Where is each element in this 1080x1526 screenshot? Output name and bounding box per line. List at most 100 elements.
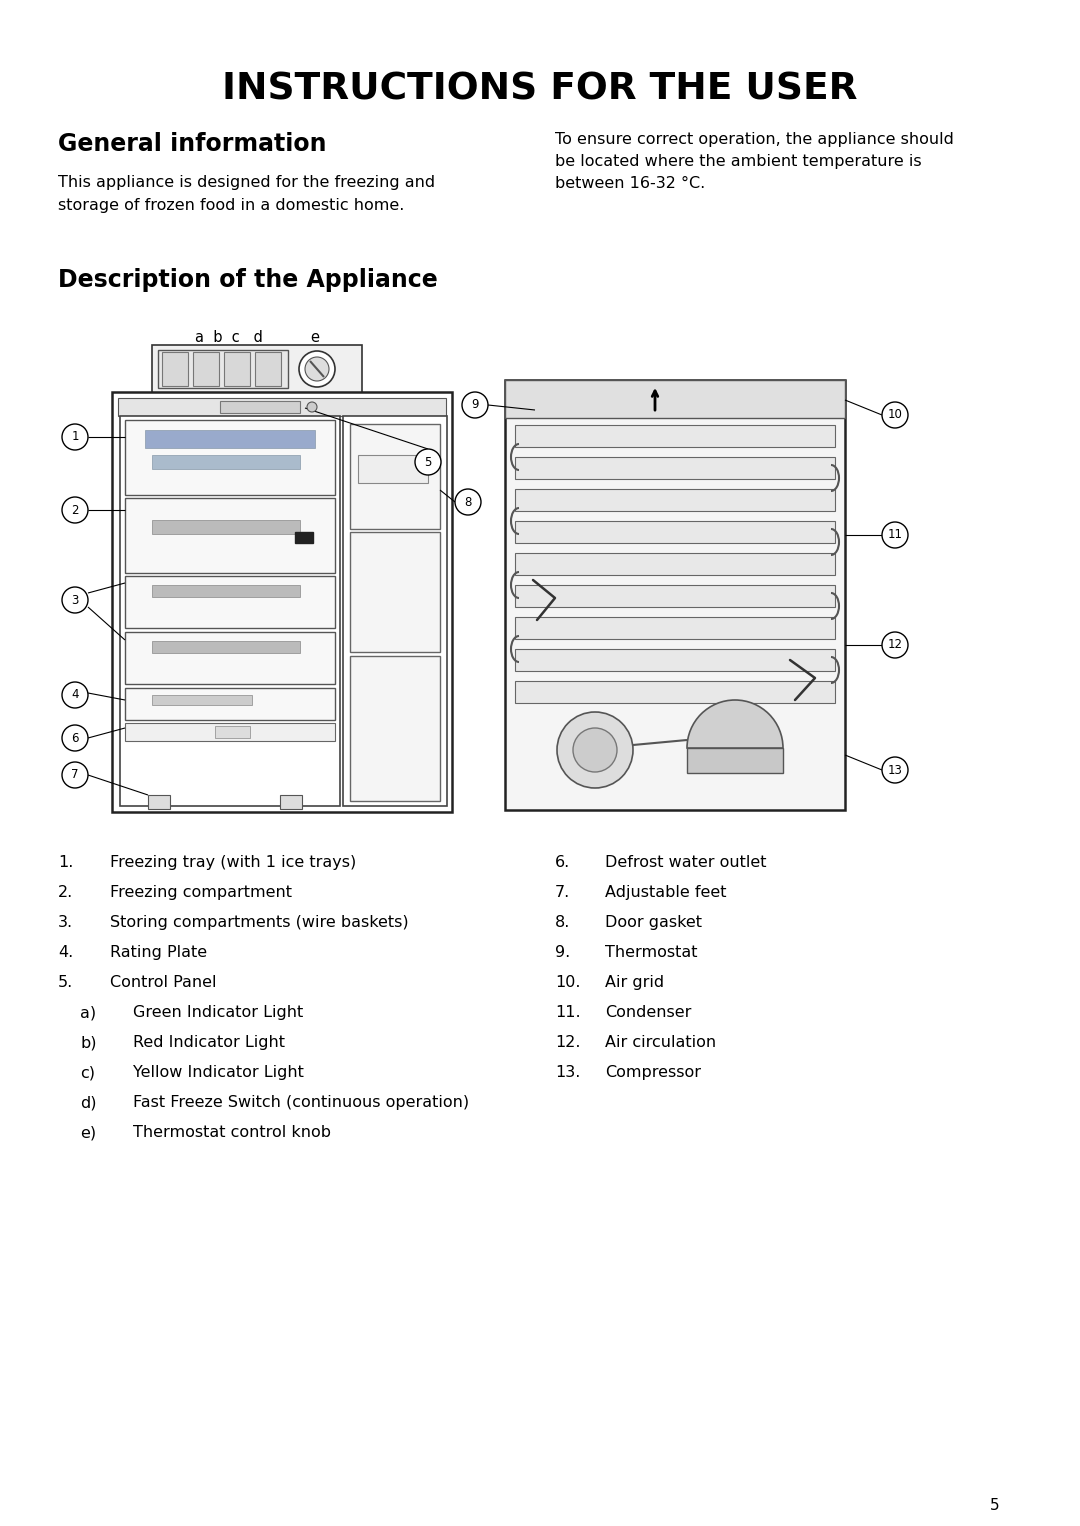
Circle shape xyxy=(455,488,481,514)
Text: Air circulation: Air circulation xyxy=(605,1035,716,1050)
Text: storage of frozen food in a domestic home.: storage of frozen food in a domestic hom… xyxy=(58,198,404,214)
Text: be located where the ambient temperature is: be located where the ambient temperature… xyxy=(555,154,921,169)
Bar xyxy=(125,497,335,572)
Bar xyxy=(120,417,340,806)
Circle shape xyxy=(882,757,908,783)
Text: 11.: 11. xyxy=(555,1006,581,1019)
Bar xyxy=(343,417,447,806)
Text: Red Indicator Light: Red Indicator Light xyxy=(133,1035,285,1050)
Bar xyxy=(515,617,835,639)
Text: 9.: 9. xyxy=(555,945,570,960)
Bar xyxy=(152,641,300,653)
Circle shape xyxy=(557,713,633,787)
Bar xyxy=(125,723,335,742)
Bar xyxy=(125,688,335,720)
Bar xyxy=(295,533,313,543)
Circle shape xyxy=(882,522,908,548)
Text: Yellow Indicator Light: Yellow Indicator Light xyxy=(133,1065,303,1080)
Text: b): b) xyxy=(80,1035,96,1050)
Bar xyxy=(255,353,281,386)
Text: Door gasket: Door gasket xyxy=(605,916,702,929)
Bar xyxy=(152,584,300,597)
Bar xyxy=(152,455,300,468)
Bar xyxy=(515,520,835,543)
Bar xyxy=(687,748,783,774)
Circle shape xyxy=(573,728,617,772)
Bar xyxy=(148,795,170,809)
Text: 8: 8 xyxy=(464,496,472,508)
Wedge shape xyxy=(687,700,783,748)
Bar xyxy=(350,424,440,530)
Bar xyxy=(515,584,835,607)
Bar xyxy=(350,533,440,652)
Text: 5.: 5. xyxy=(58,975,73,990)
Circle shape xyxy=(307,401,318,412)
Circle shape xyxy=(62,761,87,787)
Bar xyxy=(515,488,835,511)
Text: Freezing compartment: Freezing compartment xyxy=(110,885,292,900)
Circle shape xyxy=(62,725,87,751)
Text: To ensure correct operation, the appliance should: To ensure correct operation, the applian… xyxy=(555,133,954,146)
Circle shape xyxy=(62,424,87,450)
Text: c): c) xyxy=(80,1065,95,1080)
Text: Storing compartments (wire baskets): Storing compartments (wire baskets) xyxy=(110,916,408,929)
Bar xyxy=(125,420,335,494)
Text: Compressor: Compressor xyxy=(605,1065,701,1080)
Text: Freezing tray (with 1 ice trays): Freezing tray (with 1 ice trays) xyxy=(110,855,356,870)
Text: 9: 9 xyxy=(471,398,478,412)
Text: 3.: 3. xyxy=(58,916,73,929)
Text: Description of the Appliance: Description of the Appliance xyxy=(58,269,437,291)
Circle shape xyxy=(462,392,488,418)
Text: INSTRUCTIONS FOR THE USER: INSTRUCTIONS FOR THE USER xyxy=(222,72,858,108)
Text: 13: 13 xyxy=(888,763,903,777)
Bar xyxy=(505,380,845,810)
Text: 12.: 12. xyxy=(555,1035,581,1050)
Bar xyxy=(118,398,446,417)
Circle shape xyxy=(62,588,87,613)
Text: 1: 1 xyxy=(71,430,79,444)
Bar xyxy=(357,455,428,484)
Text: 4: 4 xyxy=(71,688,79,702)
Text: Defrost water outlet: Defrost water outlet xyxy=(605,855,767,870)
Bar xyxy=(112,392,453,812)
Circle shape xyxy=(415,449,441,475)
Bar xyxy=(280,795,302,809)
Text: 4.: 4. xyxy=(58,945,73,960)
Text: 7.: 7. xyxy=(555,885,570,900)
Bar xyxy=(193,353,219,386)
Text: Green Indicator Light: Green Indicator Light xyxy=(133,1006,303,1019)
Text: e): e) xyxy=(80,1125,96,1140)
Circle shape xyxy=(882,632,908,658)
Text: 12: 12 xyxy=(888,638,903,652)
Text: 10.: 10. xyxy=(555,975,581,990)
Text: 13.: 13. xyxy=(555,1065,580,1080)
Text: between 16-32 °C.: between 16-32 °C. xyxy=(555,175,705,191)
Text: a): a) xyxy=(80,1006,96,1019)
Bar xyxy=(125,632,335,684)
Text: 2.: 2. xyxy=(58,885,73,900)
Circle shape xyxy=(62,682,87,708)
Text: Fast Freeze Switch (continuous operation): Fast Freeze Switch (continuous operation… xyxy=(133,1096,469,1109)
Bar xyxy=(125,575,335,629)
Text: Thermostat control knob: Thermostat control knob xyxy=(133,1125,330,1140)
Text: 1.: 1. xyxy=(58,855,73,870)
Bar xyxy=(515,681,835,703)
Bar xyxy=(515,456,835,479)
Text: e: e xyxy=(310,330,319,345)
Text: Condenser: Condenser xyxy=(605,1006,691,1019)
Bar xyxy=(215,726,249,739)
Text: General information: General information xyxy=(58,133,326,156)
Circle shape xyxy=(62,497,87,523)
Bar xyxy=(152,694,252,705)
Text: 6: 6 xyxy=(71,731,79,745)
Text: 8.: 8. xyxy=(555,916,570,929)
Bar xyxy=(350,656,440,801)
Text: 5: 5 xyxy=(990,1499,1000,1512)
Text: 2: 2 xyxy=(71,504,79,516)
Text: d): d) xyxy=(80,1096,96,1109)
Bar xyxy=(515,649,835,671)
Bar xyxy=(220,401,300,414)
Text: This appliance is designed for the freezing and: This appliance is designed for the freez… xyxy=(58,175,435,191)
Bar xyxy=(158,349,288,388)
Text: 3: 3 xyxy=(71,594,79,606)
